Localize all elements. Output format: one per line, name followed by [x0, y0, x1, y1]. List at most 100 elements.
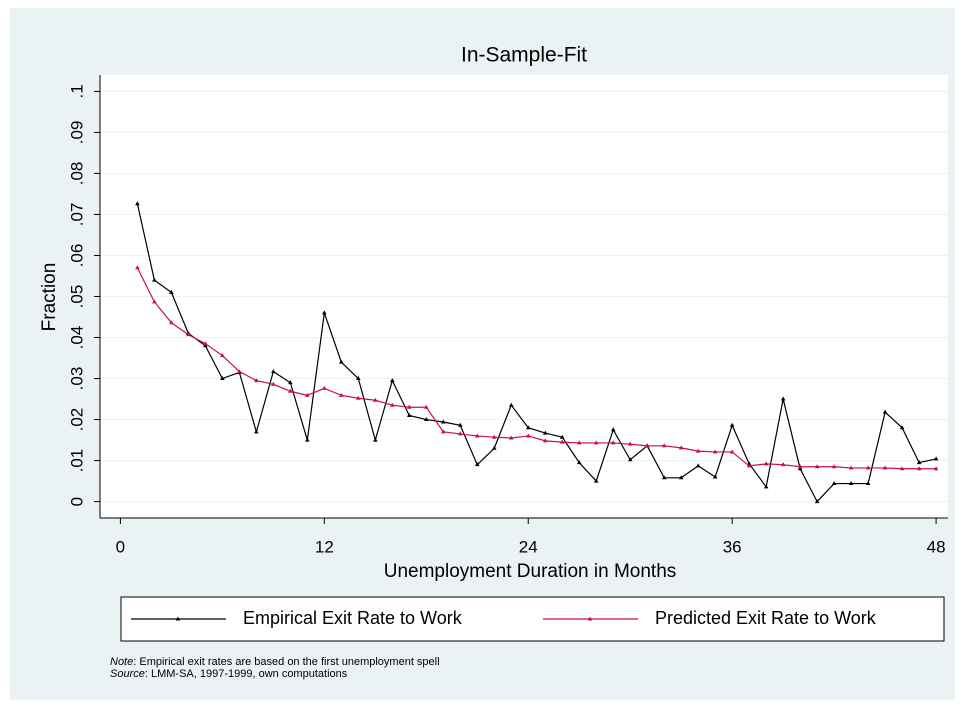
- point: [780, 462, 786, 467]
- point: [254, 429, 259, 434]
- legend: [120, 596, 945, 642]
- source: Source: LMM-SA, 1997-1999, own computati…: [110, 668, 348, 680]
- y-tick-label: .07: [67, 203, 86, 227]
- point: [525, 425, 531, 430]
- legend-marker: [175, 616, 181, 621]
- point: [288, 380, 293, 385]
- point: [763, 461, 769, 466]
- point: [220, 376, 225, 381]
- point: [576, 440, 582, 445]
- point: [848, 481, 854, 486]
- point: [593, 478, 599, 483]
- point: [152, 299, 157, 304]
- y-tick-label: .09: [67, 121, 86, 145]
- point: [933, 466, 939, 471]
- point: [933, 456, 939, 461]
- point: [712, 449, 718, 454]
- point: [474, 462, 480, 467]
- y-axis-label: Fraction: [39, 263, 60, 332]
- point: [865, 465, 871, 470]
- point: [831, 481, 837, 486]
- legend-marker: [587, 616, 593, 621]
- y-tick-label: .01: [67, 449, 86, 473]
- point: [627, 441, 633, 446]
- point: [491, 434, 497, 439]
- point: [339, 392, 344, 397]
- point: [356, 395, 361, 400]
- y-tick-label: .02: [67, 408, 86, 432]
- point: [865, 481, 871, 486]
- point: [288, 388, 293, 393]
- point: [610, 427, 616, 432]
- point: [661, 443, 667, 448]
- point: [508, 402, 514, 407]
- point: [610, 440, 616, 445]
- y-tick-label: .06: [67, 244, 86, 268]
- point: [831, 464, 837, 469]
- point: [491, 445, 497, 450]
- point: [678, 475, 684, 480]
- y-tick-label: .03: [67, 367, 86, 391]
- point: [152, 277, 157, 282]
- point: [406, 412, 412, 417]
- point: [712, 474, 718, 479]
- point: [780, 396, 786, 401]
- point: [339, 359, 344, 364]
- point: [356, 376, 361, 381]
- point: [305, 437, 310, 442]
- note-text: : Empirical exit rates are based on the …: [133, 656, 439, 668]
- point: [271, 381, 276, 386]
- point: [373, 397, 378, 402]
- x-axis-label: Unemployment Duration in Months: [384, 561, 677, 582]
- point: [814, 499, 820, 504]
- legend-label: Predicted Exit Rate to Work: [655, 608, 877, 628]
- point: [542, 430, 548, 435]
- point: [423, 404, 429, 409]
- point: [899, 425, 905, 430]
- y-tick-label: .05: [67, 285, 86, 309]
- x-tick-label: 24: [519, 537, 538, 556]
- point: [678, 445, 684, 450]
- point: [423, 417, 429, 422]
- point: [389, 402, 395, 407]
- point: [406, 404, 412, 409]
- y-tick-label: .04: [67, 326, 86, 350]
- x-tick-label: 12: [315, 537, 334, 556]
- point: [271, 369, 276, 374]
- legend-label: Empirical Exit Rate to Work: [243, 608, 463, 628]
- y-tick-label: 0: [67, 497, 86, 506]
- point: [882, 409, 888, 414]
- point: [440, 419, 446, 424]
- point: [389, 378, 395, 383]
- point: [440, 429, 446, 434]
- point: [882, 465, 888, 470]
- point: [576, 460, 582, 465]
- point: [559, 439, 565, 444]
- source-text: : LMM-SA, 1997-1999, own computations: [145, 668, 348, 680]
- point: [729, 422, 735, 427]
- point: [797, 466, 803, 471]
- chart-title: In-Sample-Fit: [461, 44, 587, 67]
- point: [203, 343, 208, 348]
- x-tick-label: 48: [927, 537, 946, 556]
- point: [254, 378, 259, 383]
- point: [508, 435, 514, 440]
- point: [814, 464, 820, 469]
- point: [763, 484, 769, 489]
- point: [661, 475, 667, 480]
- series-line: [136, 267, 937, 470]
- point: [135, 201, 140, 206]
- point: [322, 385, 327, 390]
- point: [457, 431, 463, 436]
- point: [559, 434, 565, 439]
- point: [695, 463, 701, 468]
- point: [848, 465, 854, 470]
- point: [186, 332, 191, 337]
- point: [899, 466, 905, 471]
- y-tick-label: .1: [67, 84, 86, 98]
- point: [135, 265, 140, 270]
- point: [542, 438, 548, 443]
- point: [916, 466, 922, 471]
- note: Note: Empirical exit rates are based on …: [110, 656, 440, 668]
